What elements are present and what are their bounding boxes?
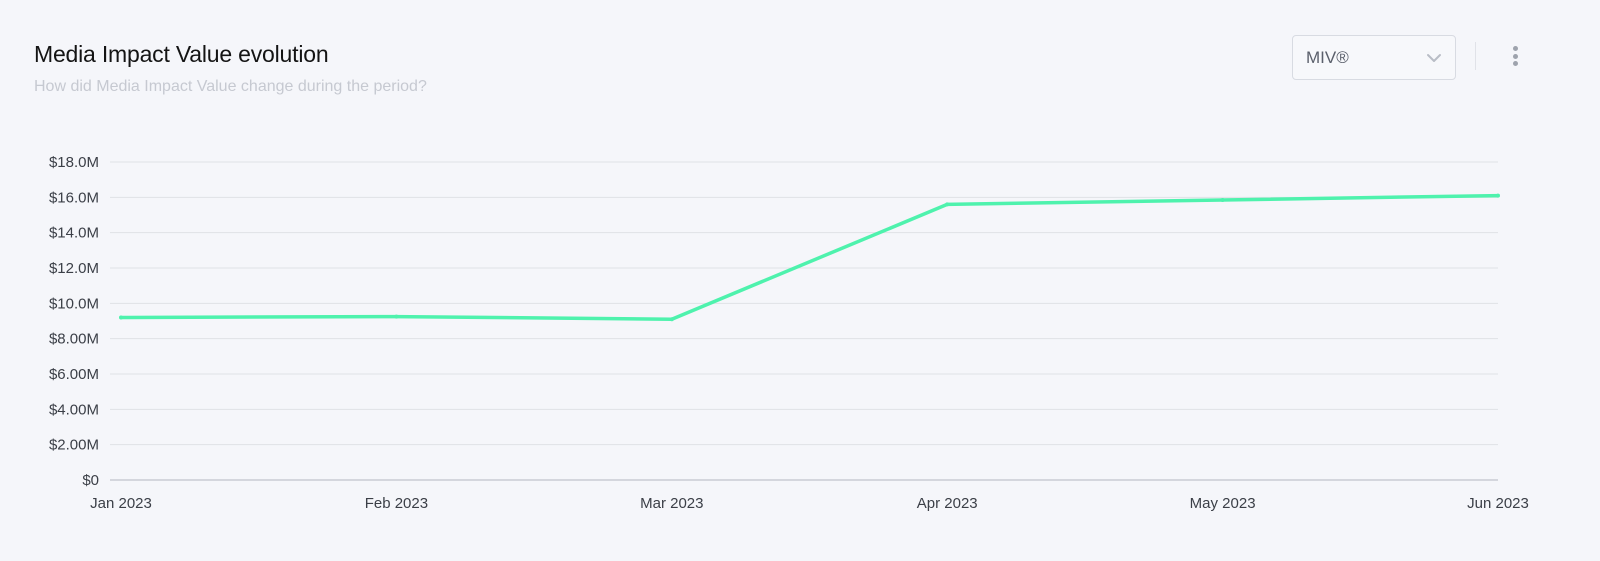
grid-lines bbox=[110, 161, 1498, 481]
kebab-menu-icon[interactable] bbox=[1503, 43, 1527, 69]
x-tick-label: May 2023 bbox=[1190, 495, 1256, 512]
y-axis-ticks: $0 $2.00M $4.00M $6.00M $8.00M $10.0M $12.0M $1… bbox=[49, 154, 99, 489]
data-point bbox=[1496, 193, 1500, 198]
chart-subtitle: How did Media Impact Value change during… bbox=[34, 78, 427, 95]
y-tick-label: $10.0M bbox=[49, 295, 99, 312]
data-point bbox=[119, 315, 123, 320]
y-tick-label: $6.00M bbox=[49, 366, 99, 383]
y-tick-label: $8.00M bbox=[49, 331, 99, 348]
metric-select-value: MIV® bbox=[1306, 47, 1349, 67]
y-tick-label: $12.0M bbox=[49, 260, 99, 277]
x-tick-label: Feb 2023 bbox=[365, 495, 428, 512]
y-tick-label: $4.00M bbox=[49, 401, 99, 418]
y-tick-label: $18.0M bbox=[49, 154, 99, 171]
x-tick-label: Apr 2023 bbox=[917, 495, 978, 512]
y-tick-label: $14.0M bbox=[49, 225, 99, 242]
y-tick-label: $2.00M bbox=[49, 437, 99, 454]
data-point bbox=[669, 317, 674, 322]
y-tick-label: $0 bbox=[82, 472, 99, 489]
metric-select[interactable]: MIV® bbox=[1292, 35, 1456, 80]
chart-title: Media Impact Value evolution bbox=[34, 41, 329, 67]
series-lines bbox=[119, 193, 1500, 322]
data-point bbox=[1220, 197, 1225, 202]
chevron-down-icon bbox=[1427, 53, 1441, 62]
x-tick-label: Jan 2023 bbox=[90, 495, 152, 512]
y-tick-label: $16.0M bbox=[49, 189, 99, 206]
header-divider bbox=[1475, 42, 1476, 70]
data-point bbox=[945, 202, 950, 207]
x-tick-label: Jun 2023 bbox=[1467, 495, 1529, 512]
x-tick-label: Mar 2023 bbox=[640, 495, 703, 512]
x-axis-ticks: Jan 2023 Feb 2023 Mar 2023 Apr 2023 May 2023… bbox=[90, 495, 1529, 512]
series-line bbox=[119, 193, 1500, 321]
data-point bbox=[394, 314, 399, 319]
